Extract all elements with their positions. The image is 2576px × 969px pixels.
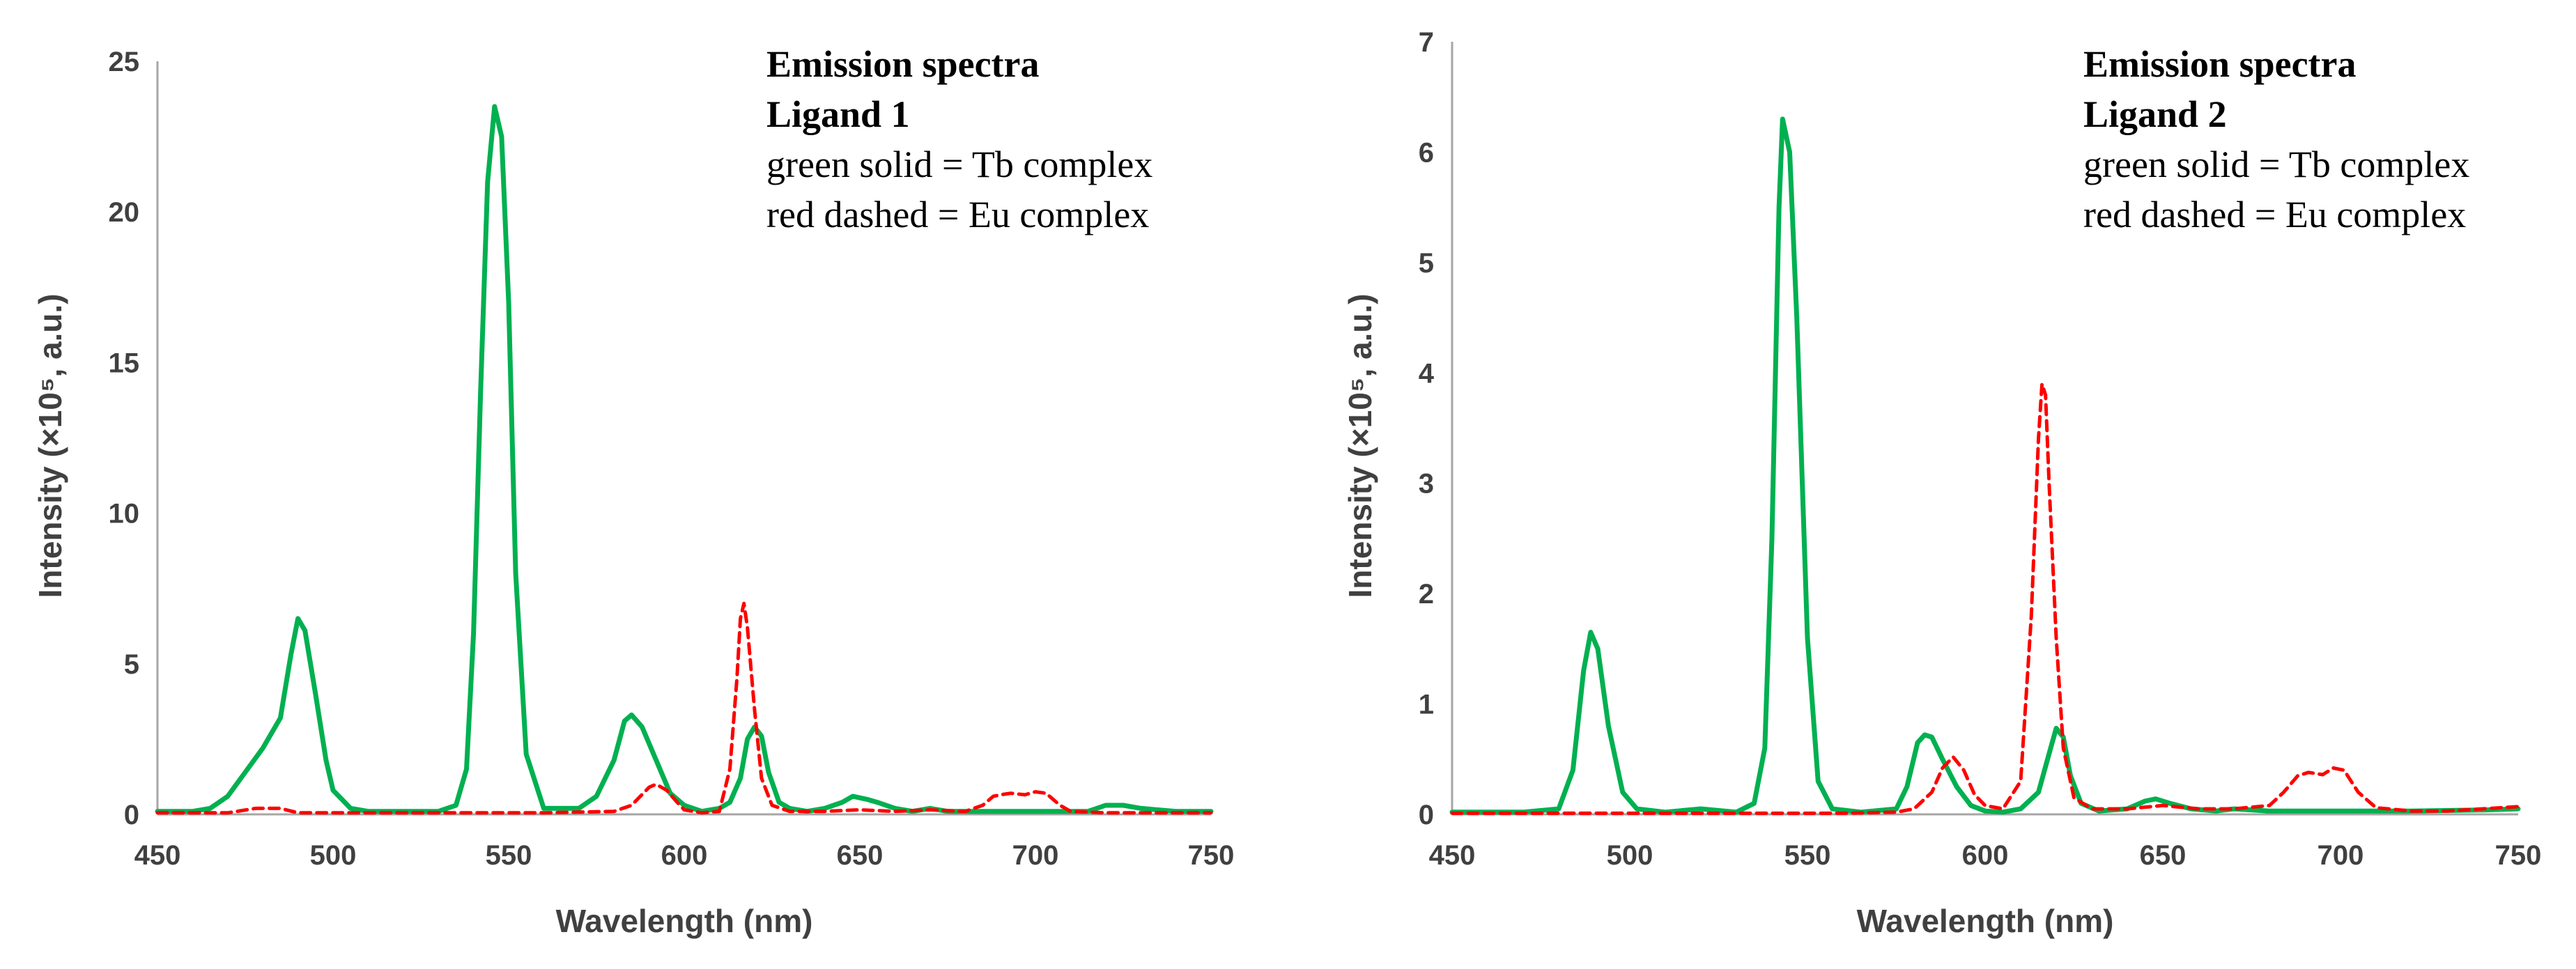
- legend-subtitle: Ligand 1: [766, 93, 910, 135]
- y-axis-title: Intensity (×10⁵, a.u.): [32, 294, 68, 598]
- series-line-tb-complex: [1449, 116, 2521, 815]
- x-axis-title: Wavelength (nm): [556, 903, 813, 939]
- legend-subtitle: Ligand 2: [2083, 93, 2227, 135]
- x-tick-label: 750: [2495, 840, 2542, 871]
- legend-entry-tb: green solid = Tb complex: [766, 144, 1152, 185]
- y-tick-label: 20: [109, 197, 140, 228]
- y-tick-labels: 0 5 10 15 20 25: [109, 47, 140, 830]
- y-tick-label: 1: [1419, 690, 1434, 720]
- x-tick-labels: 450 500 550 600 650 700 750: [1429, 840, 2542, 871]
- y-tick-label: 5: [1419, 248, 1434, 279]
- y-tick-label: 6: [1419, 137, 1434, 168]
- x-tick-label: 450: [1429, 840, 1476, 871]
- series-line-tb-complex: [155, 104, 1214, 814]
- legend-title: Emission spectra: [766, 43, 1040, 85]
- y-tick-label: 5: [124, 649, 139, 680]
- y-tick-label: 2: [1419, 579, 1434, 610]
- chart-ligand-1: 0 5 10 15 20 25 450 500 550 600 650 700 750 Wavelen…: [32, 43, 1234, 939]
- series-group: [1449, 116, 2521, 815]
- x-axis-title: Wavelength (nm): [1857, 903, 2114, 939]
- y-tick-label: 0: [124, 800, 139, 830]
- series-line-eu-complex: [155, 601, 1213, 815]
- x-tick-label: 550: [1784, 840, 1831, 871]
- x-tick-label: 500: [310, 840, 357, 871]
- y-axis-title: Intensity (×10⁵, a.u.): [1342, 294, 1378, 598]
- legend-entry-eu: red dashed = Eu complex: [2083, 194, 2466, 235]
- y-tick-label: 0: [1419, 800, 1434, 830]
- x-tick-label: 500: [1607, 840, 1653, 871]
- x-tick-label: 700: [2317, 840, 2364, 871]
- x-tick-label: 550: [486, 840, 532, 871]
- x-tick-label: 700: [1012, 840, 1059, 871]
- y-tick-label: 7: [1419, 27, 1434, 58]
- x-tick-label: 750: [1188, 840, 1235, 871]
- y-tick-label: 10: [109, 499, 140, 529]
- series-line-eu-complex: [1450, 382, 2520, 815]
- series-group: [155, 104, 1214, 815]
- x-tick-label: 450: [134, 840, 181, 871]
- x-tick-label: 650: [2140, 840, 2186, 871]
- y-tick-labels: 0 1 2 3 4 5 6 7: [1419, 27, 1435, 830]
- legend-entry-eu: red dashed = Eu complex: [766, 194, 1149, 235]
- y-tick-label: 4: [1419, 358, 1435, 389]
- x-tick-label: 600: [661, 840, 708, 871]
- legend-entry-tb: green solid = Tb complex: [2083, 144, 2469, 185]
- y-tick-label: 25: [109, 47, 140, 77]
- legend-title: Emission spectra: [2083, 43, 2357, 85]
- chart-ligand-2: 0 1 2 3 4 5 6 7 450 500 550 600 650 700 750 Wavelengt…: [1342, 27, 2541, 939]
- y-tick-label: 3: [1419, 469, 1434, 499]
- y-tick-label: 15: [109, 348, 140, 378]
- x-tick-label: 600: [1962, 840, 2009, 871]
- x-tick-labels: 450 500 550 600 650 700 750: [134, 840, 1235, 871]
- x-tick-label: 650: [837, 840, 884, 871]
